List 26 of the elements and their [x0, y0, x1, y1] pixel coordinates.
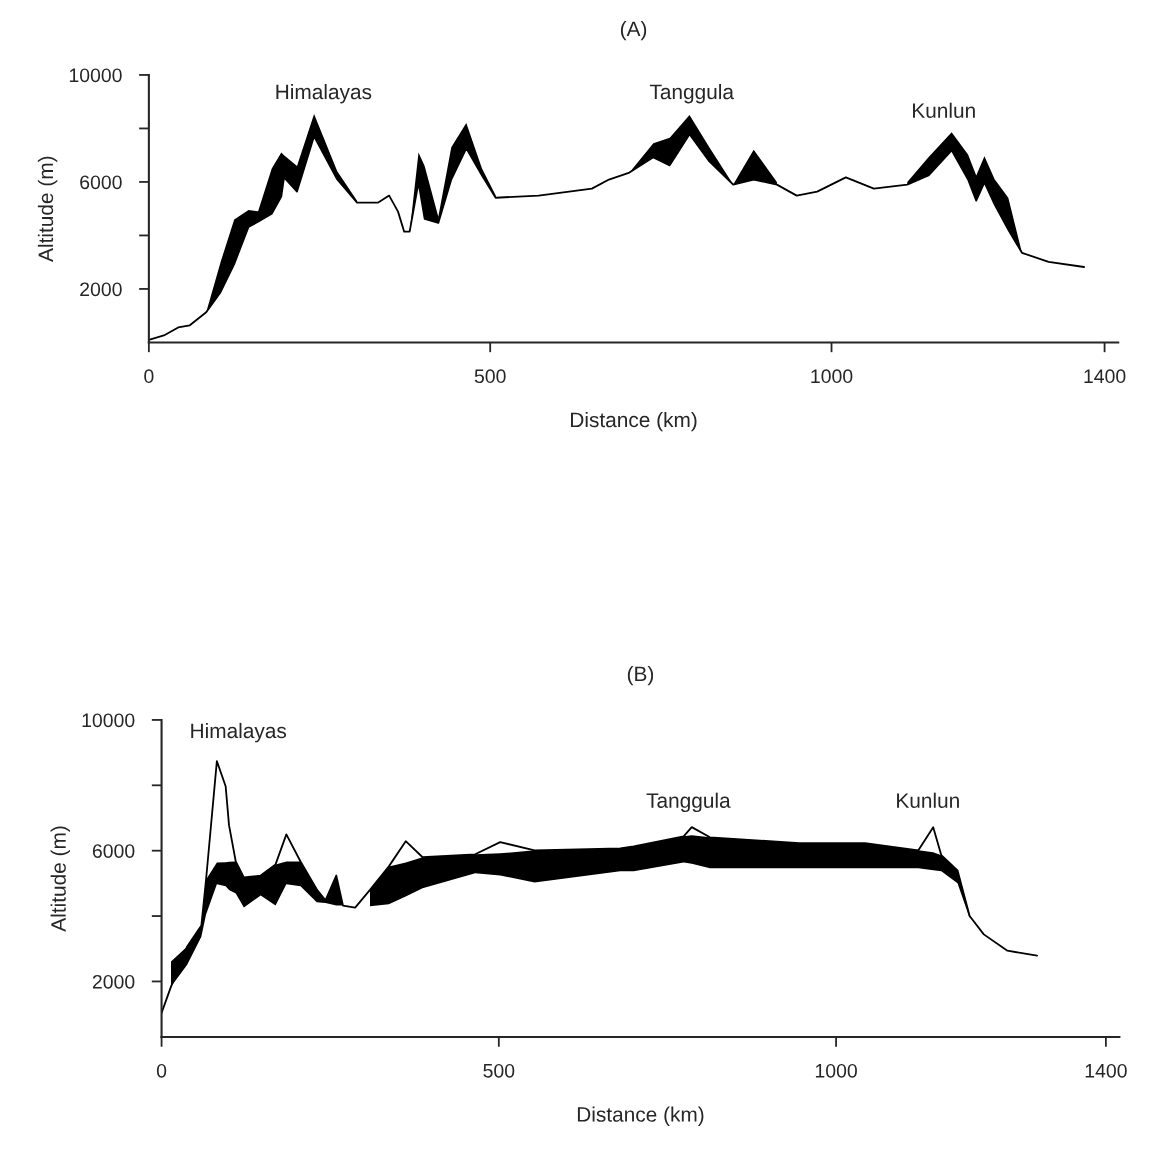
y-axis-title: Altitude (m) — [50, 826, 70, 932]
annotation: Himalayas — [276, 83, 372, 104]
x-tick-label: 500 — [474, 369, 506, 384]
x-tick-label: 500 — [483, 1063, 515, 1078]
y-tick-label: 2000 — [80, 282, 122, 297]
annotation: Tanggula — [646, 792, 731, 813]
annotation: Kunlun — [897, 792, 959, 808]
x-tick-label: 0 — [156, 1063, 167, 1078]
x-axis-title: Distance (km) — [571, 411, 697, 432]
x-axis-title: Distance (km) — [577, 1106, 704, 1126]
y-axis-title: Altitude (m) — [37, 156, 58, 262]
y-tick-label: 6000 — [80, 175, 122, 190]
x-tick-label: 1000 — [815, 1063, 857, 1078]
chart-title: (A) — [620, 20, 647, 41]
y-tick-label: 10000 — [82, 713, 135, 728]
y-tick-label: 10000 — [69, 68, 122, 83]
x-tick-label: 1000 — [811, 369, 853, 384]
chart-title: (B) — [627, 665, 654, 686]
y-tick-label: 6000 — [92, 844, 135, 858]
x-tick-label: 0 — [144, 369, 154, 384]
annotation: Tanggula — [649, 83, 734, 104]
y-tick-label: 2000 — [92, 974, 135, 989]
annotation: Himalayas — [191, 722, 287, 743]
x-tick-label: 1400 — [1085, 1063, 1127, 1078]
x-tick-label: 1400 — [1084, 369, 1126, 384]
annotation: Kunlun — [913, 102, 975, 118]
